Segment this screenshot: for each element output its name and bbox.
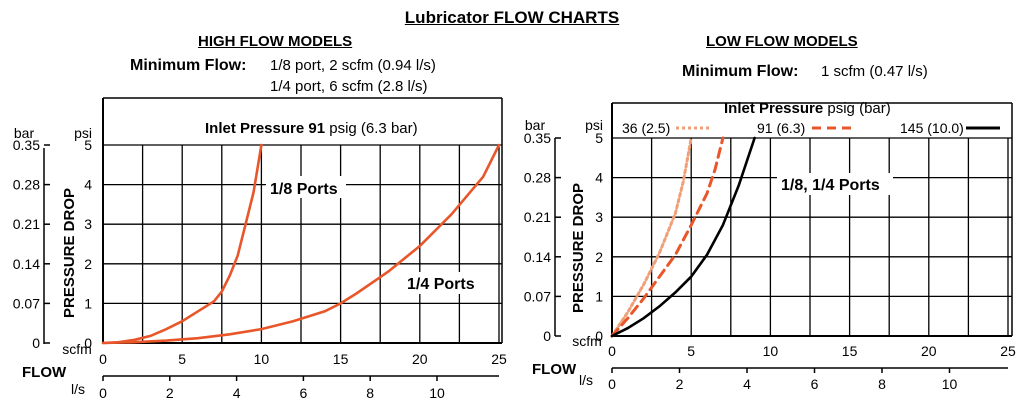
left-y2-tick-label: 0.28 <box>13 177 40 193</box>
left-x2-tick-label: 10 <box>429 385 445 401</box>
left-x2-tick-label: 0 <box>99 385 107 401</box>
right-y2-tick-label: 0.14 <box>524 249 551 265</box>
left-y-tick-label: 4 <box>84 177 92 193</box>
left-x-tick-label: 0 <box>99 351 107 367</box>
right-series-line-2 <box>610 136 756 338</box>
left-y-unit: psi <box>74 125 92 141</box>
left-min-flow-label: Minimum Flow: <box>130 57 247 74</box>
left-x-tick-label: 20 <box>412 351 428 367</box>
left-y-axis-title: PRESSURE DROP <box>61 188 78 318</box>
right-x-tick-label: 15 <box>842 343 858 359</box>
right-subtitle: LOW FLOW MODELS <box>706 33 858 50</box>
right-y2-tick-label: 0.28 <box>524 170 551 186</box>
left-series-label-14: 1/4 Ports <box>407 276 475 293</box>
right-y-tick-label: 4 <box>595 170 603 186</box>
left-series-label-18: 1/8 Ports <box>270 181 338 198</box>
left-label-bg-14 <box>403 272 487 294</box>
left-subtitle: HIGH FLOW MODELS <box>198 33 353 50</box>
left-x2-tick-label: 4 <box>233 385 241 401</box>
left-y2-tick-label: 0.07 <box>13 295 40 311</box>
left-x-tick-label: 15 <box>333 351 349 367</box>
left-x2-unit: l/s <box>71 381 85 397</box>
right-y-tick-label: 2 <box>595 249 603 265</box>
left-y-tick-label: 3 <box>84 216 92 232</box>
right-x2-tick-label: 8 <box>878 376 886 392</box>
left-y-tick-label: 5 <box>84 137 92 153</box>
left-x-unit: scfm <box>62 341 92 357</box>
legend-label-145: 145 (10.0) <box>900 120 964 136</box>
left-x2-tick-label: 8 <box>366 385 374 401</box>
right-x2-tick-label: 6 <box>811 376 819 392</box>
right-x-tick-label: 0 <box>608 343 616 359</box>
right-x2-tick-label: 4 <box>743 376 751 392</box>
right-y2-tick-label: 0.35 <box>524 130 551 146</box>
left-x-tick-label: 25 <box>491 351 507 367</box>
left-x-axis-title: FLOW <box>22 364 67 381</box>
left-inlet-pressure-annotation: Inlet Pressure 91 psig (6.3 bar) <box>205 120 418 137</box>
right-x2-tick-label: 0 <box>608 376 616 392</box>
right-annotation-bg <box>777 173 893 195</box>
right-x-tick-label: 25 <box>1000 343 1016 359</box>
left-min-flow-line-1: 1/8 port, 2 scfm (0.94 l/s) <box>270 57 436 74</box>
legend-label-91: 91 (6.3) <box>757 120 805 136</box>
right-y2-tick-label: 0 <box>543 328 551 344</box>
right-x2-unit: l/s <box>579 372 593 388</box>
left-series-line-1 <box>101 143 501 345</box>
legend-label-36: 36 (2.5) <box>622 120 670 136</box>
left-y2-tick-label: 0 <box>32 335 40 351</box>
left-label-bg-18 <box>266 176 346 198</box>
left-y-tick-label: 2 <box>84 256 92 272</box>
left-series-line-0 <box>101 143 263 345</box>
left-y2-tick-label: 0.35 <box>13 137 40 153</box>
right-x2-tick-label: 2 <box>676 376 684 392</box>
right-y-unit: psi <box>585 117 603 133</box>
left-x-tick-label: 10 <box>254 351 270 367</box>
right-ports-annotation: 1/8, 1/4 Ports <box>781 177 880 194</box>
right-legend-title: Inlet Pressure psig (bar) <box>724 100 891 117</box>
left-min-flow-line-2: 1/4 port, 6 scfm (2.8 l/s) <box>270 78 428 95</box>
right-x-tick-label: 5 <box>687 343 695 359</box>
left-y2-tick-label: 0.14 <box>13 256 40 272</box>
right-series-line-1 <box>610 136 725 338</box>
left-x2-tick-label: 6 <box>300 385 308 401</box>
left-y2-tick-label: 0.21 <box>13 216 40 232</box>
left-x2-tick-label: 2 <box>166 385 174 401</box>
right-y-tick-label: 1 <box>595 288 603 304</box>
right-y2-unit: bar <box>525 117 546 133</box>
right-min-flow-label: Minimum Flow: <box>682 63 799 80</box>
right-y-tick-label: 3 <box>595 209 603 225</box>
right-x-axis-title: FLOW <box>532 361 577 378</box>
right-x-unit: scfm <box>572 333 602 349</box>
right-y2-tick-label: 0.21 <box>524 209 551 225</box>
right-x2-tick-label: 10 <box>942 376 958 392</box>
left-y-tick-label: 1 <box>84 295 92 311</box>
right-min-flow-line-1: 1 scfm (0.47 l/s) <box>821 63 928 80</box>
right-y-axis-title: PRESSURE DROP <box>570 183 587 313</box>
right-x-tick-label: 20 <box>921 343 937 359</box>
right-y-tick-label: 0 <box>595 328 603 344</box>
right-x-tick-label: 10 <box>763 343 779 359</box>
right-y2-tick-label: 0.07 <box>524 288 551 304</box>
right-series-line-0 <box>610 136 693 338</box>
left-y2-unit: bar <box>14 125 35 141</box>
right-y-tick-label: 5 <box>595 130 603 146</box>
left-x-tick-label: 5 <box>178 351 186 367</box>
left-y-tick-label: 0 <box>84 335 92 351</box>
main-title: Lubricator FLOW CHARTS <box>404 8 620 27</box>
